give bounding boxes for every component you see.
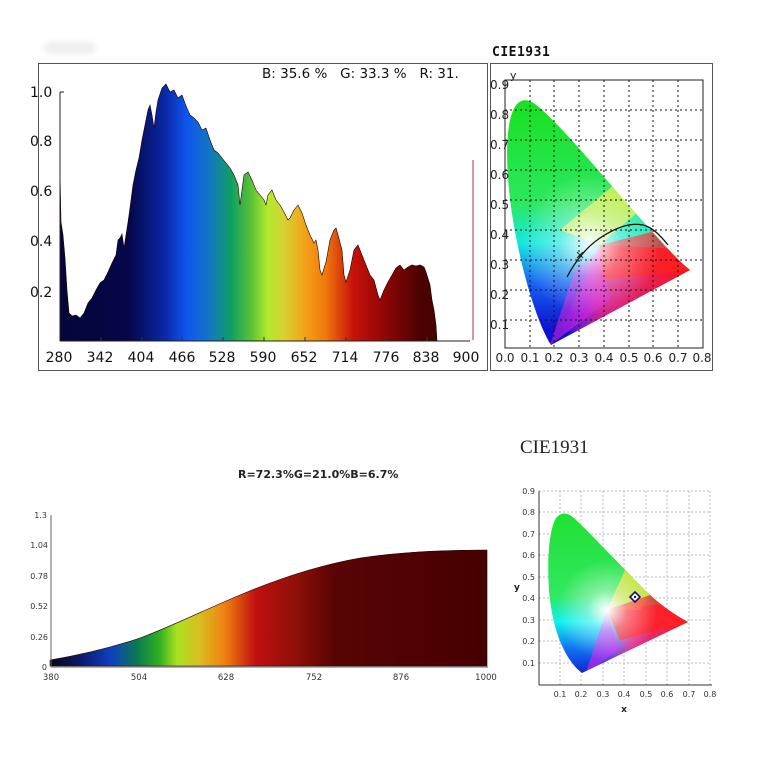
rgb-summary-bottom: R=72.3%G=21.0%B=6.7% (238, 468, 399, 481)
y-tick: 0.6 (30, 184, 52, 200)
y-axis-label: y (514, 583, 520, 593)
y-tick: 0.9 (490, 78, 509, 92)
x-tick: 590 (250, 350, 277, 366)
y-tick: 1.3 (34, 511, 47, 520)
y-tick: 0.8 (30, 134, 52, 150)
x-tick: 900 (453, 350, 480, 366)
x-tick: 0.3 (597, 690, 610, 699)
x-tick: 752 (306, 673, 322, 683)
x-tick: 0.6 (661, 690, 674, 699)
rgb-summary-top: B: 35.6 % G: 33.3 % R: 31. (262, 66, 459, 82)
cie-title-top: CIE1931 (492, 45, 551, 60)
x-tick: 0.1 (520, 351, 539, 365)
y-tick: 0.9 (522, 487, 535, 496)
y-tick: 0.6 (522, 551, 535, 560)
y-tick: 0.3 (490, 258, 509, 272)
measured-point-marker (576, 251, 584, 259)
x-tick: 0.5 (640, 690, 653, 699)
x-tick: 466 (169, 350, 196, 366)
x-tick: 280 (46, 350, 73, 366)
x-tick: 528 (209, 350, 236, 366)
x-tick: 380 (43, 673, 59, 683)
y-tick: 0.8 (522, 508, 535, 517)
measured-point-marker (628, 590, 642, 604)
cie-plot-bottom: 0.9 0.8 0.7 0.6 0.5 0.4 0.3 0.2 0.1 y 0.… (514, 487, 717, 715)
y-tick: 0.1 (522, 659, 535, 668)
spectrum-plot-bottom: 1.3 1.04 0.78 0.52 0.26 0 380 504 628 75… (30, 511, 497, 683)
x-tick: 0.1 (554, 690, 567, 699)
x-tick: 876 (393, 673, 409, 683)
y-tick: 0.26 (30, 633, 48, 642)
y-tick: 0.1 (490, 318, 509, 332)
x-tick: 838 (413, 350, 440, 366)
y-tick: 0.3 (522, 616, 535, 625)
x-tick: 342 (87, 350, 114, 366)
y-tick: 0.4 (490, 228, 509, 242)
x-tick: 0.4 (618, 690, 631, 699)
x-tick: 714 (332, 350, 359, 366)
spectrum-plot-top: 1.0 0.8 0.6 0.4 0.2 280 342 404 466 528 … (30, 83, 480, 366)
y-tick: 0.52 (30, 602, 48, 611)
blurred-label (44, 42, 96, 54)
y-tick: 0.2 (522, 637, 535, 646)
x-tick: 0.5 (619, 351, 638, 365)
x-tick: 0.2 (575, 690, 588, 699)
cie-title-bottom: CIE1931 (520, 437, 589, 458)
x-tick: 0.0 (495, 351, 514, 365)
y-tick: 0.2 (490, 288, 509, 302)
x-tick: 0.7 (668, 351, 687, 365)
x-axis-label: x (621, 705, 627, 715)
y-tick: 1.0 (30, 85, 52, 101)
x-tick: 652 (291, 350, 318, 366)
y-tick: 0.5 (522, 573, 535, 582)
spectrum-area-bottom (49, 549, 488, 667)
x-tick: 404 (128, 350, 155, 366)
x-tick: 0.7 (683, 690, 696, 699)
y-axis-label: y (510, 69, 517, 82)
y-tick: 0.7 (522, 530, 535, 539)
cie-plot-top: y 0.9 0.8 0.7 0.6 0.5 0.4 0.3 0.2 0.1 0.… (490, 69, 712, 365)
y-tick: 0.5 (490, 198, 509, 212)
x-tick: 776 (373, 350, 400, 366)
y-tick: 0 (42, 663, 47, 672)
y-tick: 0.4 (30, 234, 52, 250)
y-tick: 0.6 (490, 168, 509, 182)
x-tick: 628 (218, 673, 234, 683)
x-tick: 0.8 (692, 351, 711, 365)
x-tick: 0.8 (704, 690, 717, 699)
y-tick: 0.4 (522, 594, 535, 603)
y-tick: 0.2 (30, 285, 52, 301)
y-tick: 1.04 (30, 541, 48, 550)
x-tick: 0.4 (594, 351, 613, 365)
x-tick: 1000 (475, 673, 497, 683)
spectrum-area-top (59, 83, 438, 342)
x-tick: 504 (131, 673, 147, 683)
x-tick: 0.6 (643, 351, 662, 365)
x-tick: 0.3 (569, 351, 588, 365)
y-tick: 0.78 (30, 572, 48, 581)
y-tick: 0.7 (490, 138, 509, 152)
y-tick: 0.8 (490, 108, 509, 122)
x-tick: 0.2 (544, 351, 563, 365)
